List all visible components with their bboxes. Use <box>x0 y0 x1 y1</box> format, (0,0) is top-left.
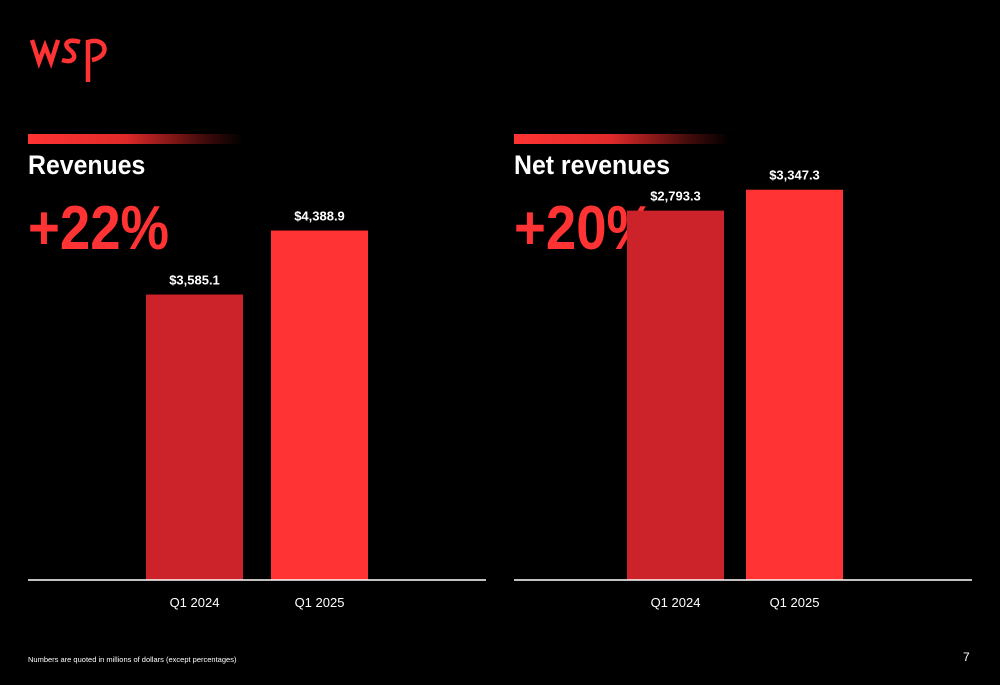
data-label: $4,388.9 <box>294 209 345 224</box>
wsp-logo <box>30 38 107 82</box>
data-label: $3,585.1 <box>169 273 220 288</box>
panel-title: Net revenues <box>514 150 671 180</box>
accent-bar <box>514 134 729 144</box>
x-tick-label: Q1 2024 <box>170 595 220 610</box>
panel-title: Revenues <box>28 150 146 180</box>
bar-q1-2025 <box>271 230 368 580</box>
x-tick-label: Q1 2025 <box>770 595 820 610</box>
accent-bar <box>28 134 243 144</box>
revenues-chart: $3,585.1 Q1 2024 $4,388.9 Q1 2025 <box>28 209 486 610</box>
growth-stat: +22% <box>28 194 170 263</box>
net-revenues-panel: Net revenues +20% $2,793.3 Q1 2024 $3,347.… <box>514 134 974 614</box>
bar-q1-2024 <box>146 294 243 580</box>
bar-q1-2025 <box>746 189 843 581</box>
revenues-panel: Revenues +22% $3,585.1 Q1 2024 $4,388.9 Q1 … <box>28 134 488 614</box>
x-tick-label: Q1 2024 <box>651 595 701 610</box>
data-label: $2,793.3 <box>650 189 701 204</box>
bar-q1-2024 <box>627 210 724 580</box>
footnote: Numbers are quoted in millions of dollar… <box>28 655 237 664</box>
x-tick-label: Q1 2025 <box>295 595 345 610</box>
data-label: $3,347.3 <box>769 168 820 183</box>
net-revenues-chart: $2,793.3 Q1 2024 $3,347.3 Q1 2025 <box>514 168 972 610</box>
page-number: 7 <box>963 650 970 664</box>
